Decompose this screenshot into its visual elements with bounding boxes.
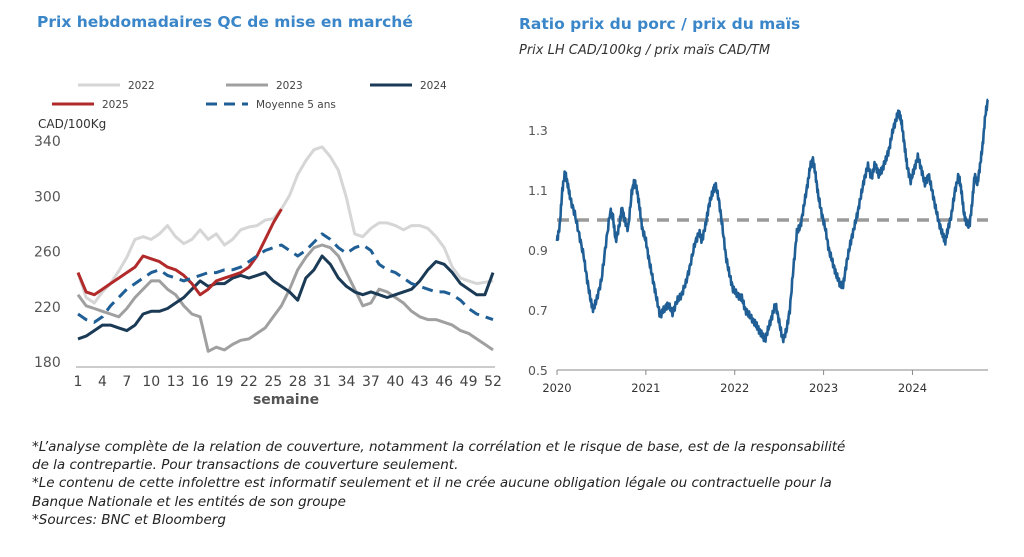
legend-label: 2022 xyxy=(128,80,155,92)
y-tick-label: 0.7 xyxy=(528,303,548,318)
x-tick-label: 37 xyxy=(362,374,380,390)
x-tick-label: 7 xyxy=(122,374,131,390)
legend-label: 2023 xyxy=(276,80,303,92)
series-line-2024 xyxy=(77,254,495,341)
y-tick-label: 180 xyxy=(34,355,61,371)
x-tick-label: 2023 xyxy=(809,381,838,395)
x-tick-label: 2022 xyxy=(720,381,749,395)
y-tick-label: 1.1 xyxy=(528,183,548,198)
x-axis-label: semaine xyxy=(253,392,319,408)
ratio-chart: 0.5 0.7 0.9 1.1 1.3 2020 2021 2022 2023 2024 xyxy=(528,98,989,395)
ratio-series-line xyxy=(555,98,989,344)
x-tick-label: 22 xyxy=(240,374,258,390)
x-tick-label: 2021 xyxy=(631,381,660,395)
x-tick-label: 40 xyxy=(386,374,404,390)
series-line-2022 xyxy=(76,145,494,305)
x-tick-label: 43 xyxy=(411,374,429,390)
y-tick-label: 220 xyxy=(34,300,61,316)
footnotes: *L’analyse complète de la relation de co… xyxy=(32,438,862,529)
x-tick-label: 13 xyxy=(167,374,185,390)
y-tick-label: 340 xyxy=(34,134,61,150)
legend: 2022 2023 2024 2025 Moyenne 5 ans xyxy=(52,80,447,111)
x-tick-label: 10 xyxy=(142,374,160,390)
x-tick-label: 28 xyxy=(289,374,307,390)
x-tick-label: 34 xyxy=(338,374,356,390)
legend-label: 2024 xyxy=(420,80,447,92)
x-tick-label: 2024 xyxy=(898,381,927,395)
x-tick-label: 4 xyxy=(98,374,107,390)
x-tick-label: 16 xyxy=(191,374,209,390)
legend-label: Moyenne 5 ans xyxy=(256,99,336,111)
x-tick-label: 25 xyxy=(264,374,282,390)
series-line-2025 xyxy=(76,208,283,297)
x-tick-label: 1 xyxy=(74,374,83,390)
x-tick-label: 2020 xyxy=(542,381,571,395)
footnote-disclaimer: *Le contenu de cette infolettre est info… xyxy=(32,475,832,510)
footnote-hedging: *L’analyse complète de la relation de co… xyxy=(32,439,846,474)
right-chart-subtitle: Prix LH CAD/100kg / prix maïs CAD/TM xyxy=(519,43,771,58)
series-line-2023 xyxy=(76,243,494,353)
y-tick-label: 0.9 xyxy=(528,243,548,258)
x-tick-label: 49 xyxy=(460,374,478,390)
x-tick-label: 52 xyxy=(484,374,502,390)
y-tick-label: 260 xyxy=(34,245,61,261)
y-tick-label: 0.5 xyxy=(528,363,548,378)
left-chart-title: Prix hebdomadaires QC de mise en marché xyxy=(37,13,413,31)
x-tick-label: 46 xyxy=(435,374,453,390)
y-tick-label: 1.3 xyxy=(528,123,548,138)
legend-label: 2025 xyxy=(102,99,129,111)
series-line-moyenne-5-ans xyxy=(77,232,494,324)
y-axis-unit-label: CAD/100Kg xyxy=(38,117,106,131)
footnote-sources: *Sources: BNC et Bloomberg xyxy=(32,511,226,528)
x-tick-label: 19 xyxy=(216,374,234,390)
y-tick-label: 300 xyxy=(34,189,61,205)
right-chart-title: Ratio prix du porc / prix du maïs xyxy=(519,15,801,33)
x-tick-label: 31 xyxy=(313,374,331,390)
